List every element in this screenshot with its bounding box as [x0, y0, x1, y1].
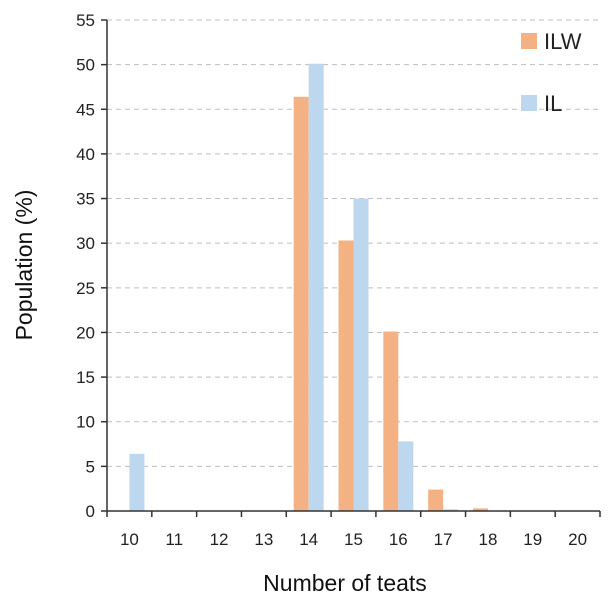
- x-axis-title: Number of teats: [263, 570, 427, 596]
- x-tick-label: 10: [120, 530, 139, 549]
- y-tick-label: 0: [86, 502, 95, 521]
- y-tick-label: 15: [76, 368, 95, 387]
- y-tick-label: 20: [76, 323, 95, 342]
- x-tick-label: 14: [299, 530, 318, 549]
- y-tick-label: 35: [76, 190, 95, 209]
- x-tick-labels: 10 11 12 13 14 15 16 17 18 19 20: [120, 530, 587, 549]
- bar-il-15: [353, 198, 369, 511]
- x-tick-label: 15: [344, 530, 363, 549]
- bars: [129, 63, 488, 512]
- bar-ilw-15: [338, 240, 354, 511]
- bar-il-10: [129, 453, 145, 511]
- y-tick-label: 5: [86, 457, 95, 476]
- x-tick-label: 16: [389, 530, 408, 549]
- y-tick-label: 50: [76, 56, 95, 75]
- y-tick-label: 30: [76, 234, 95, 253]
- bar-ilw-14: [293, 96, 309, 512]
- legend-swatch-ilw: [521, 33, 537, 49]
- bar-ilw-17: [428, 489, 444, 511]
- x-tick-label: 12: [210, 530, 229, 549]
- legend-swatch-il: [521, 95, 537, 111]
- y-tick-label: 40: [76, 145, 95, 164]
- bar-ilw-16: [383, 331, 399, 511]
- y-tick-label: 10: [76, 413, 95, 432]
- y-tick-label: 45: [76, 100, 95, 119]
- bar-ilw-18: [472, 508, 488, 511]
- y-tick-labels: 0 5 10 15 20 25 30 35 40 45 50 55: [76, 11, 95, 521]
- x-tick-label: 18: [478, 530, 497, 549]
- y-tick-label: 55: [76, 11, 95, 30]
- bar-il-16: [398, 441, 414, 511]
- legend-label-il: IL: [544, 91, 562, 116]
- y-tick-label: 25: [76, 279, 95, 298]
- axes: [101, 19, 601, 517]
- legend: ILW IL: [521, 29, 582, 116]
- x-tick-label: 20: [568, 530, 587, 549]
- legend-label-ilw: ILW: [544, 29, 582, 54]
- x-tick-label: 13: [254, 530, 273, 549]
- x-tick-label: 19: [523, 530, 542, 549]
- bar-il-14: [308, 63, 324, 511]
- x-tick-label: 11: [165, 530, 183, 549]
- bar-il-17: [443, 509, 459, 511]
- y-axis-title: Population (%): [11, 190, 37, 341]
- x-tick-label: 17: [434, 530, 453, 549]
